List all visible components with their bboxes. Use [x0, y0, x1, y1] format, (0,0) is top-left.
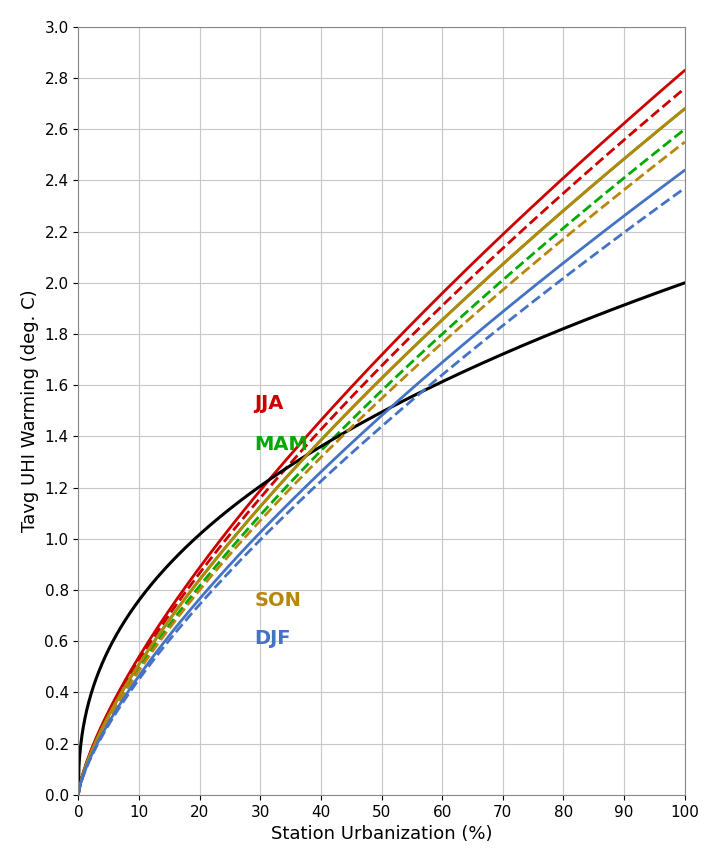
Text: JJA: JJA — [254, 394, 284, 413]
Text: MAM: MAM — [254, 435, 308, 454]
X-axis label: Station Urbanization (%): Station Urbanization (%) — [271, 825, 492, 843]
Y-axis label: Tavg UHI Warming (deg. C): Tavg UHI Warming (deg. C) — [21, 289, 39, 532]
Text: DJF: DJF — [254, 629, 291, 648]
Text: SON: SON — [254, 591, 301, 610]
